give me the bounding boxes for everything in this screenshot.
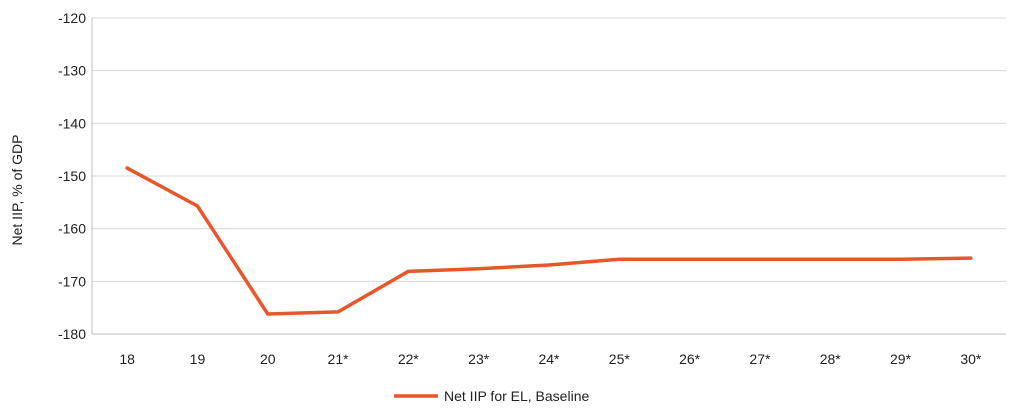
y-tick-label: -180 — [58, 326, 86, 342]
data-point — [195, 204, 200, 208]
data-point — [266, 312, 270, 316]
data-point — [336, 310, 340, 314]
y-tick-labels: -120 -130 -140 -150 -160 -170 -180 — [58, 10, 86, 342]
y-tick-label: -140 — [58, 115, 86, 131]
y-tick-label: -160 — [58, 221, 86, 237]
y-tick-label: -120 — [58, 10, 86, 26]
gridlines — [92, 17, 1006, 282]
x-tick-label: 25* — [609, 351, 631, 367]
data-point — [406, 269, 410, 273]
x-tick-label: 21* — [328, 351, 350, 367]
x-tick-label: 30* — [960, 351, 982, 367]
series-group — [125, 166, 973, 316]
x-tick-labels: 18 19 20 21* 22* 23* 24* 25* 26* 27* 28* 29* 30* — [119, 351, 982, 367]
data-point — [969, 256, 973, 260]
data-point — [547, 263, 551, 267]
y-axis-title: Net IIP, % of GDP — [9, 134, 25, 245]
data-point — [688, 257, 692, 261]
data-point — [477, 267, 481, 271]
x-tick-label: 22* — [398, 351, 420, 367]
data-point — [898, 257, 903, 261]
data-point — [828, 257, 832, 261]
legend: Net IIP for EL, Baseline — [394, 388, 589, 404]
x-tick-label: 20 — [260, 351, 276, 367]
x-tick-label: 28* — [820, 351, 842, 367]
x-tick-label: 18 — [119, 351, 135, 367]
series-line — [125, 166, 973, 316]
x-tick-label: 19 — [190, 351, 206, 367]
y-tick-label: -130 — [58, 63, 86, 79]
x-tick-label: 27* — [749, 351, 771, 367]
x-tick-label: 24* — [538, 351, 560, 367]
axes — [91, 18, 1006, 335]
legend-label: Net IIP for EL, Baseline — [444, 388, 589, 404]
x-tick-label: 26* — [679, 351, 701, 367]
x-tick-label: 23* — [468, 351, 490, 367]
y-tick-label: -170 — [58, 273, 86, 289]
data-point — [125, 166, 129, 170]
data-point — [758, 257, 762, 261]
x-tick-label: 29* — [890, 351, 912, 367]
y-tick-label: -150 — [58, 168, 86, 184]
data-point — [617, 257, 621, 261]
